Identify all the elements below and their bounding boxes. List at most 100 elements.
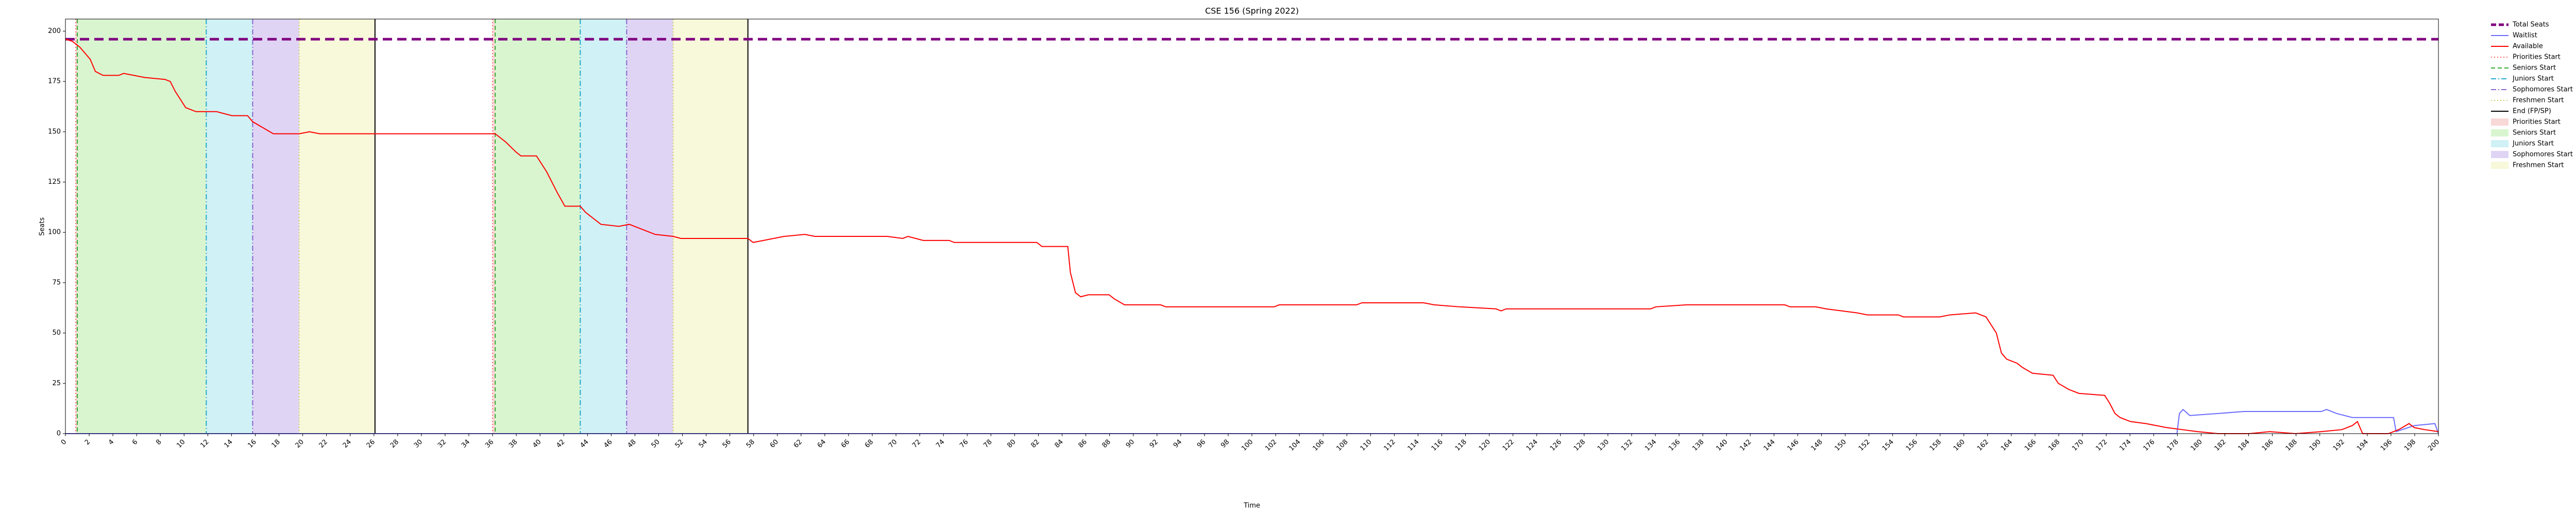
series-line	[65, 408, 2439, 434]
x-tick-label: 146	[1786, 438, 1801, 453]
x-tick-label: 184	[2237, 438, 2251, 453]
x-tick-label: 188	[2284, 438, 2299, 453]
x-tick-label: 38	[507, 438, 519, 450]
x-tick-label: 192	[2332, 438, 2346, 453]
x-tick-label: 144	[1762, 438, 1776, 453]
x-tick-label: 170	[2071, 438, 2085, 453]
x-tick-label: 70	[887, 438, 899, 450]
x-tick-label: 110	[1359, 438, 1373, 453]
x-tick-label: 36	[484, 438, 495, 450]
x-tick-label: 18	[270, 438, 282, 450]
x-tick-label: 148	[1810, 438, 1824, 453]
phase-span	[206, 19, 253, 434]
x-tick-label: 82	[1029, 438, 1041, 450]
x-tick-label: 10	[175, 438, 187, 450]
x-tick-label: 80	[1006, 438, 1017, 450]
x-tick-label: 182	[2213, 438, 2228, 453]
legend-swatch	[2491, 162, 2509, 169]
x-tick-label: 114	[1406, 438, 1421, 453]
x-tick-label: 2	[83, 438, 92, 447]
x-tick-label: 176	[2142, 438, 2156, 453]
x-tick-label: 136	[1667, 438, 1682, 453]
x-tick-label: 8	[155, 438, 163, 447]
x-tick-label: 88	[1101, 438, 1112, 450]
x-tick-label: 40	[531, 438, 543, 450]
x-tick-label: 26	[365, 438, 377, 450]
x-tick-label: 160	[1952, 438, 1967, 453]
y-tick-label: 150	[48, 128, 61, 135]
legend-swatch	[2491, 129, 2509, 136]
x-tick-label: 52	[674, 438, 685, 450]
x-tick-label: 74	[935, 438, 946, 450]
x-tick-label: 112	[1383, 438, 1397, 453]
legend-label: Available	[2513, 43, 2543, 50]
x-tick-label: 56	[721, 438, 733, 450]
x-tick-label: 128	[1572, 438, 1587, 453]
x-tick-label: 64	[816, 438, 827, 450]
x-tick-label: 142	[1738, 438, 1753, 453]
x-tick-label: 0	[60, 438, 68, 447]
x-tick-label: 32	[436, 438, 448, 450]
x-tick-label: 48	[626, 438, 637, 450]
legend-swatch	[2491, 151, 2509, 158]
x-tick-label: 4	[107, 438, 115, 447]
x-tick-label: 66	[840, 438, 851, 450]
y-tick-label: 25	[52, 380, 61, 387]
x-tick-label: 180	[2190, 438, 2204, 453]
x-tick-label: 24	[342, 438, 353, 450]
legend-swatch	[2491, 140, 2509, 147]
legend-label: Total Seats	[2512, 21, 2549, 29]
y-tick-label: 50	[52, 329, 61, 337]
x-tick-label: 78	[982, 438, 993, 450]
x-tick-label: 44	[579, 438, 590, 450]
x-tick-label: 68	[863, 438, 875, 450]
legend-label: Seniors Start	[2513, 64, 2556, 72]
phase-span	[76, 19, 78, 434]
x-tick-label: 6	[131, 438, 139, 447]
x-tick-label: 134	[1643, 438, 1658, 453]
y-tick-label: 200	[48, 27, 61, 35]
legend-label: Priorities Start	[2513, 54, 2561, 61]
x-tick-label: 94	[1172, 438, 1183, 450]
legend-label: Juniors Start	[2512, 75, 2554, 83]
phase-span	[252, 19, 299, 434]
x-tick-label: 106	[1311, 438, 1326, 453]
x-tick-label: 154	[1881, 438, 1895, 453]
legend-label: Freshmen Start	[2513, 97, 2564, 105]
legend-label: Priorities Start	[2513, 118, 2561, 126]
phase-span	[673, 19, 748, 434]
legend-swatch	[2491, 118, 2509, 126]
x-tick-label: 196	[2379, 438, 2394, 453]
x-tick-label: 158	[1928, 438, 1943, 453]
x-tick-label: 200	[2427, 438, 2441, 453]
x-tick-label: 50	[650, 438, 661, 450]
y-axis-label: Seats	[39, 217, 46, 236]
x-tick-label: 102	[1264, 438, 1278, 453]
x-tick-label: 42	[555, 438, 566, 450]
phase-span	[495, 19, 581, 434]
x-axis-label: Time	[1243, 502, 1260, 510]
x-tick-label: 30	[413, 438, 424, 450]
x-tick-label: 138	[1691, 438, 1705, 453]
x-tick-label: 92	[1148, 438, 1160, 450]
x-tick-label: 140	[1715, 438, 1729, 453]
x-tick-label: 58	[745, 438, 756, 450]
phase-span	[493, 19, 496, 434]
x-tick-label: 76	[958, 438, 970, 450]
x-tick-label: 122	[1501, 438, 1516, 453]
x-tick-label: 130	[1596, 438, 1611, 453]
x-tick-label: 156	[1905, 438, 1919, 453]
x-tick-label: 174	[2118, 438, 2132, 453]
legend-label: Sophomores Start	[2513, 86, 2573, 94]
legend-label: Juniors Start	[2512, 140, 2554, 148]
x-tick-label: 90	[1125, 438, 1136, 450]
phase-span	[299, 19, 375, 434]
x-tick-label: 198	[2403, 438, 2417, 453]
x-tick-label: 118	[1454, 438, 1468, 453]
legend-label: Waitlist	[2513, 32, 2537, 40]
x-tick-label: 124	[1525, 438, 1539, 453]
x-tick-label: 60	[769, 438, 780, 450]
x-tick-label: 22	[318, 438, 329, 450]
x-tick-label: 98	[1219, 438, 1231, 450]
